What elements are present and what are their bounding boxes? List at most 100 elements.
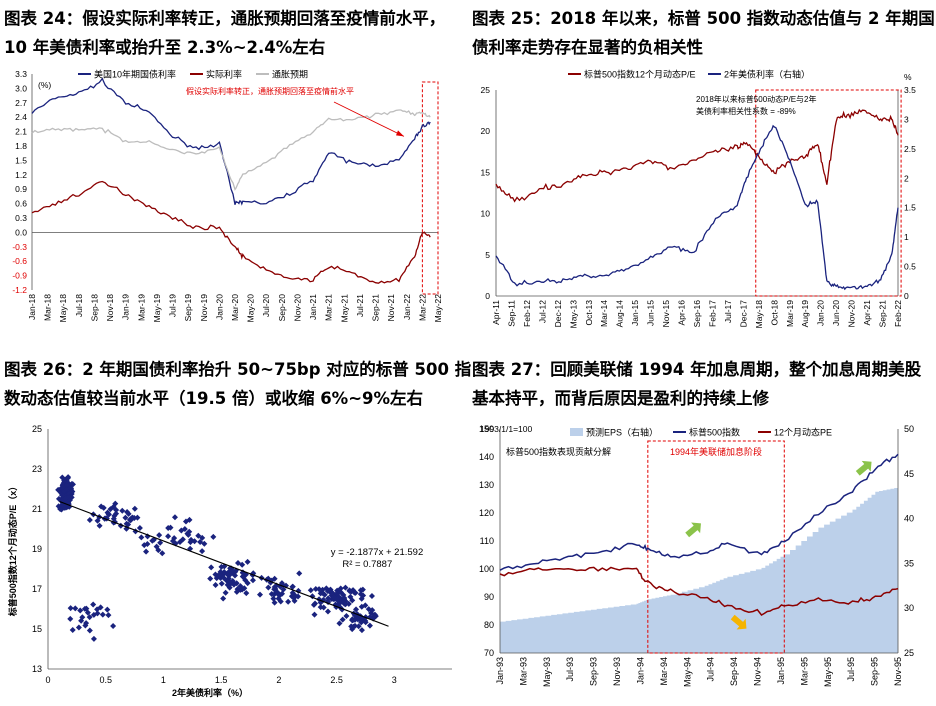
legend-item-label: 标普500指数12个月动态P/E <box>584 69 696 80</box>
annotation-arrow-head <box>396 130 404 137</box>
x-tick-label: Jul-18 <box>74 294 84 317</box>
x-tick-label: Oct-13 <box>584 300 594 326</box>
scatter-point <box>67 605 74 612</box>
scatter-point <box>179 536 186 543</box>
x-tick-label: Mar-22 <box>417 294 427 321</box>
y-tick-label-left: 25 <box>481 85 491 95</box>
chart-panel-24: 图表 24：假设实际利率转正，通胀预期回落至疫情前水平， 10 年美债利率或抬升… <box>0 0 468 351</box>
y-tick-label: 15 <box>32 624 42 634</box>
y-tick-label-left: 0 <box>485 291 490 301</box>
chart-title-line1: 图表 25：2018 年以来，标普 500 指数动态估值与 2 年期国 <box>472 9 935 28</box>
y-tick-label: 2.1 <box>15 127 27 137</box>
scatter-point <box>296 570 303 577</box>
chart-title: 图表 26：2 年期国债利率抬升 50~75bp 对应的标普 500 指 数动态… <box>4 355 472 413</box>
scatter-point <box>347 593 354 600</box>
x-tick-label: Jun-15 <box>646 300 656 326</box>
scatter-point <box>230 581 237 588</box>
scatter-point <box>157 539 164 546</box>
scatter-point <box>86 627 93 634</box>
scatter-point <box>341 596 348 603</box>
scatter-point <box>201 540 208 547</box>
scatter-point <box>90 601 97 608</box>
scatter-point <box>239 569 246 576</box>
legend-item-label: 美国10年期国债利率 <box>94 69 176 80</box>
y-tick-label: 1.8 <box>15 141 27 151</box>
annotation-text: 假设实际利率转正，通胀预期回落至疫情前水平 <box>186 86 354 96</box>
chart-title-line1: 图表 26：2 年期国债利率抬升 50~75bp 对应的标普 500 指 <box>4 360 472 379</box>
y-tick-label-left: 150 <box>479 424 494 434</box>
chart-panel-25: 图表 25：2018 年以来，标普 500 指数动态估值与 2 年期国 债利率走… <box>468 0 936 351</box>
scatter-point <box>119 507 126 514</box>
scatter-point <box>271 575 278 582</box>
scatter-point <box>75 624 82 631</box>
scatter-point <box>222 589 229 596</box>
scatter-point <box>218 580 225 587</box>
x-tick-label: Nov-95 <box>893 657 903 686</box>
x-tick-label: Jan-21 <box>308 294 318 320</box>
x-tick-label: Jan-19 <box>121 294 131 320</box>
scatter-point <box>350 623 357 630</box>
x-tick-label: Apr-21 <box>862 300 872 326</box>
scatter-point <box>197 538 204 545</box>
x-tick-label: Jul-21 <box>355 294 365 317</box>
scatter-point <box>291 597 298 604</box>
series-line <box>495 124 899 291</box>
x-tick-label: Oct-18 <box>769 300 779 326</box>
scatter-point <box>167 524 174 531</box>
scatter-point <box>265 584 272 591</box>
legend-item-label: 预测EPS（右轴） <box>586 427 658 438</box>
x-tick-label: Nov-20 <box>292 294 302 322</box>
scatter-point <box>220 595 227 602</box>
y-tick-label: 1.2 <box>15 170 27 180</box>
chart-title: 图表 24：假设实际利率转正，通胀预期回落至疫情前水平， 10 年美债利率或抬升… <box>4 4 462 62</box>
x-tick-label: Mar-19 <box>785 300 795 327</box>
scatter-point <box>126 516 133 523</box>
x-tick-label: Apr-11 <box>491 300 501 325</box>
scatter-point <box>368 592 375 599</box>
scatter-point <box>86 614 93 621</box>
scatter-point <box>188 536 195 543</box>
x-tick-label: May-95 <box>823 657 833 687</box>
x-tick-label: Sep-95 <box>870 657 880 686</box>
y-tick-label: 0.3 <box>15 213 27 223</box>
x-tick-label: Feb-17 <box>707 300 717 327</box>
eps-area <box>500 487 898 653</box>
chart-title-line1: 图表 27：回顾美联储 1994 年加息周期，整个加息周期美股 <box>472 360 922 379</box>
legend-item-label: 12个月动态PE <box>774 427 832 438</box>
x-tick-label: May-19 <box>152 294 162 323</box>
scatter-point <box>136 524 143 531</box>
scatter-point <box>233 588 240 595</box>
x-tick-label: Sep-93 <box>589 657 599 686</box>
y-tick-label-right: 50 <box>904 424 914 434</box>
x-tick-label: Jan-94 <box>635 657 645 685</box>
trend-arrow-down-icon <box>730 614 747 630</box>
scatter-point <box>351 616 358 623</box>
x-tick-label: Jan-22 <box>402 294 412 320</box>
scatter-point <box>241 585 248 592</box>
y-tick-label: -0.9 <box>12 271 27 281</box>
scatter-point <box>337 585 344 592</box>
x-tick-label: Sep-94 <box>729 657 739 686</box>
scatter-point <box>125 510 132 517</box>
y-tick-label: 17 <box>32 584 42 594</box>
y-tick-label: 0.0 <box>15 227 27 237</box>
scatter-point <box>178 527 185 534</box>
scatter-point <box>61 477 68 484</box>
scatter-point <box>324 608 331 615</box>
scatter-point <box>191 538 198 545</box>
scatter-point <box>94 610 101 617</box>
scatter-point <box>153 543 160 550</box>
y-tick-label-right: 45 <box>904 469 914 479</box>
scatter-point <box>110 622 117 629</box>
y-tick-label: 0.6 <box>15 199 27 209</box>
y-tick-label: 21 <box>32 504 42 514</box>
y-tick-label-right: 3 <box>904 114 909 124</box>
scatter-point <box>207 575 214 582</box>
highlight-label: 1994年美联储加息阶段 <box>670 446 762 457</box>
y-tick-label-right: 3.5 <box>904 85 916 95</box>
x-tick-label: Nov-18 <box>105 294 115 322</box>
highlight-box <box>755 89 902 297</box>
x-tick-label: May-22 <box>433 294 443 323</box>
scatter-point <box>216 572 223 579</box>
scatter-point <box>113 510 120 517</box>
